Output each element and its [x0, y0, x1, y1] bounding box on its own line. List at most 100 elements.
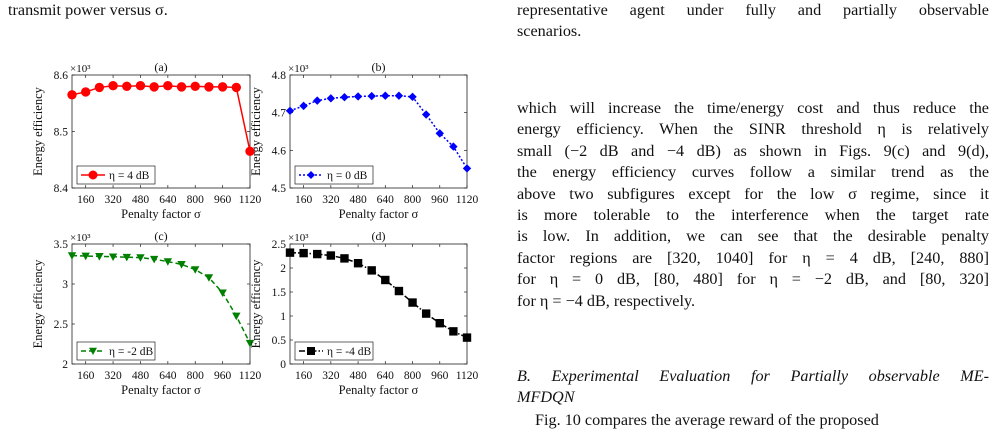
y-tick-label: 2.5: [272, 239, 287, 251]
x-tick-label: 960: [214, 370, 232, 382]
data-point: [204, 82, 214, 92]
legend-label: η = 0 dB: [327, 170, 368, 182]
data-point: [285, 106, 295, 115]
data-point: [394, 286, 404, 296]
x-tick-label: 640: [377, 194, 395, 206]
data-point: [285, 248, 295, 257]
y-tick-label: 4.7: [272, 108, 287, 120]
y-tick-label: 1: [280, 311, 286, 323]
x-tick-label: 800: [187, 194, 205, 206]
x-tick-label: 160: [77, 194, 95, 206]
y-tick-label: 3.5: [54, 239, 69, 251]
data-point: [177, 261, 186, 269]
plot-frame: [71, 243, 251, 365]
plot-frame: [289, 74, 468, 189]
data-point: [191, 266, 200, 274]
y-tick-label: 0.5: [272, 335, 287, 347]
y-tick-label: 0: [280, 359, 286, 371]
x-axis-label: Penalty factor σ: [339, 383, 419, 397]
data-point: [232, 312, 241, 321]
y-tick-label: 4.6: [272, 145, 287, 157]
y-axis-label: Energy efficiency: [249, 259, 263, 348]
data-point: [313, 96, 322, 105]
data-point: [108, 81, 118, 91]
x-tick-label: 320: [322, 194, 340, 206]
text-line: is low. In addition, we can see that the…: [517, 227, 989, 246]
y-tick-label: 2: [62, 359, 68, 371]
caption-fragment-text: transmit power versus σ.: [8, 1, 168, 19]
legend-box: [294, 165, 374, 185]
x-tick-label: 960: [431, 370, 449, 382]
data-point: [204, 274, 214, 282]
legend-label: η = 4 dB: [109, 170, 150, 182]
text-line: which will increase the time/energy cost…: [517, 99, 989, 117]
text-line: small (−2 dB and −4 dB) as shown in Figs…: [517, 141, 989, 160]
data-point: [408, 92, 417, 102]
x-tick-label: 1120: [239, 370, 262, 382]
y-tick-label: 2: [280, 263, 286, 275]
data-point: [122, 253, 131, 262]
panel-title: (c): [154, 229, 167, 243]
data-point: [149, 255, 159, 264]
text-line: above two subfigures except for the low …: [517, 184, 989, 203]
x-axis-label: Penalty factor σ: [121, 383, 201, 397]
legend-box: [76, 341, 156, 361]
legend-label: η = -4 dB: [327, 346, 371, 358]
legend-marker: [307, 347, 315, 355]
x-tick-label: 160: [77, 370, 95, 382]
data-point: [95, 253, 104, 261]
x-tick-label: 480: [132, 370, 150, 382]
x-tick-label: 800: [404, 370, 422, 382]
data-point: [245, 146, 255, 156]
text-line: energy efficiency. When the SINR thresho…: [517, 120, 989, 139]
data-point: [176, 82, 187, 92]
body-paragraph: which will increase the time/energy cost…: [517, 98, 989, 312]
data-point: [136, 254, 145, 262]
legend-box: [76, 165, 156, 185]
x-tick-label: 320: [104, 370, 122, 382]
text-line: scenarios.: [517, 22, 582, 41]
data-point: [326, 94, 336, 103]
paragraph-start: Fig. 10 compares the average reward of t…: [517, 410, 989, 431]
x-tick-label: 480: [349, 194, 367, 206]
text-line: is more tolerable to the interference wh…: [517, 206, 989, 225]
x-tick-label: 640: [377, 370, 395, 382]
legend-marker: [89, 347, 97, 355]
text-line: for η = −4 dB, respectively.: [517, 291, 696, 310]
plot-frame: [289, 243, 468, 365]
panel-title: (a): [154, 60, 167, 74]
y-tick-label: 3: [62, 279, 68, 291]
legend-marker: [88, 170, 98, 180]
caption-fragment: transmit power versus σ.: [8, 0, 268, 21]
legend-label: η = -2 dB: [109, 346, 153, 358]
series-line: [289, 251, 468, 339]
data-point: [435, 319, 444, 328]
y-tick-label: 4.8: [272, 70, 287, 82]
axis-multiplier: ×10³: [288, 63, 309, 75]
y-tick-label: 2.5: [54, 319, 69, 331]
data-point: [80, 87, 91, 97]
data-point: [340, 254, 349, 263]
y-axis-label: Energy efficiency: [31, 86, 45, 175]
data-point: [313, 249, 322, 259]
legend-box: [294, 341, 374, 361]
text-line: Fig. 10 compares the average reward of t…: [535, 411, 879, 429]
x-tick-label: 960: [214, 194, 232, 206]
data-point: [231, 82, 242, 93]
data-point: [408, 298, 417, 307]
axis-multiplier: ×10³: [288, 232, 309, 244]
text-line: representative agent under fully and par…: [517, 1, 989, 19]
data-point: [190, 81, 200, 91]
data-point: [462, 164, 472, 173]
x-tick-label: 800: [404, 194, 422, 206]
top-right-paragraph: representative agent under fully and par…: [517, 0, 989, 43]
data-point: [122, 81, 132, 91]
data-point: [67, 252, 77, 260]
chart-panel-a: 8.4 8.5 8.6 160 320 480 640 800 960 1120 (a) ×10³ Pe…: [31, 60, 262, 221]
data-point: [394, 91, 404, 100]
x-tick-label: 320: [322, 370, 340, 382]
data-point: [353, 259, 363, 268]
y-tick-label: 8.6: [54, 70, 69, 82]
panel-title: (b): [372, 60, 386, 74]
